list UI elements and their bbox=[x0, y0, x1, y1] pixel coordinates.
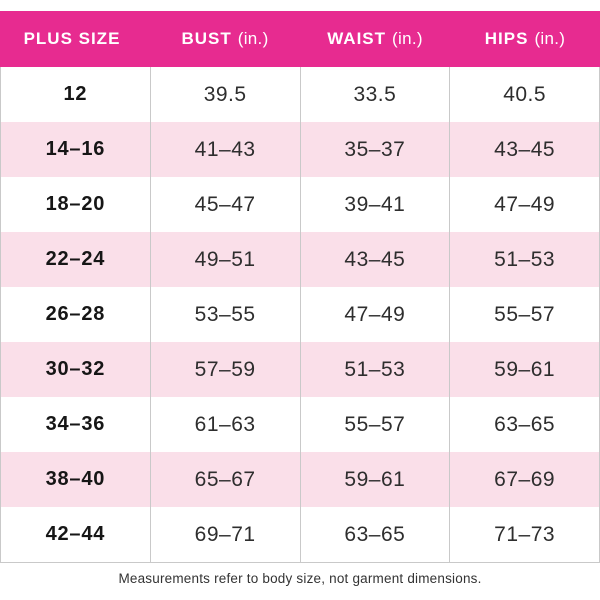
column-header-unit: (in.) bbox=[534, 29, 566, 48]
column-header-bust: BUST (in.) bbox=[150, 11, 300, 67]
size-cell: 12 bbox=[63, 83, 88, 105]
bust-value-cell: 57–59 bbox=[149, 342, 300, 397]
size-cell: 42–44 bbox=[45, 523, 106, 545]
waist-value-cell: 51–53 bbox=[299, 342, 450, 397]
hips-value-cell: 51–53 bbox=[449, 232, 599, 287]
column-header-unit: (in.) bbox=[237, 29, 269, 48]
table-row: 12 39.5 33.5 40.5 bbox=[1, 67, 599, 122]
waist-value-cell: 59–61 bbox=[299, 452, 450, 507]
table-body: 12 39.5 33.5 40.5 14–16 41–43 35–37 43–4… bbox=[0, 67, 600, 563]
table-row: 26–28 53–55 47–49 55–57 bbox=[1, 287, 599, 342]
waist-value-cell: 39–41 bbox=[299, 177, 450, 232]
hips-value-cell: 59–61 bbox=[449, 342, 599, 397]
hips-value-cell: 71–73 bbox=[449, 507, 599, 562]
column-header-label: BUST bbox=[181, 29, 232, 48]
column-header-label: PLUS SIZE bbox=[23, 29, 121, 48]
column-header-hips: HIPS (in.) bbox=[450, 11, 600, 67]
bust-value-cell: 61–63 bbox=[149, 397, 300, 452]
table-row: 18–20 45–47 39–41 47–49 bbox=[1, 177, 599, 232]
table-header: PLUS SIZE BUST (in.) WAIST (in.) HIPS (in.) bbox=[0, 11, 600, 67]
bust-value-cell: 39.5 bbox=[149, 67, 300, 122]
hips-value-cell: 47–49 bbox=[449, 177, 599, 232]
column-header-plus-size: PLUS SIZE bbox=[0, 11, 150, 67]
bust-value-cell: 69–71 bbox=[149, 507, 300, 562]
table-row: 30–32 57–59 51–53 59–61 bbox=[1, 342, 599, 397]
waist-value-cell: 43–45 bbox=[299, 232, 450, 287]
hips-value-cell: 67–69 bbox=[449, 452, 599, 507]
size-cell: 18–20 bbox=[45, 193, 106, 215]
hips-value-cell: 63–65 bbox=[449, 397, 599, 452]
size-cell: 34–36 bbox=[45, 413, 106, 435]
waist-value-cell: 33.5 bbox=[299, 67, 450, 122]
column-header-waist: WAIST (in.) bbox=[300, 11, 450, 67]
footer-note: Measurements refer to body size, not gar… bbox=[118, 571, 482, 586]
bust-value-cell: 53–55 bbox=[149, 287, 300, 342]
hips-value-cell: 43–45 bbox=[449, 122, 599, 177]
table-row: 14–16 41–43 35–37 43–45 bbox=[1, 122, 599, 177]
waist-value-cell: 63–65 bbox=[299, 507, 450, 562]
hips-value-cell: 40.5 bbox=[449, 67, 599, 122]
waist-value-cell: 47–49 bbox=[299, 287, 450, 342]
bust-value-cell: 49–51 bbox=[149, 232, 300, 287]
column-header-unit: (in.) bbox=[392, 29, 423, 48]
hips-value-cell: 55–57 bbox=[449, 287, 599, 342]
bust-value-cell: 41–43 bbox=[149, 122, 300, 177]
table-row: 34–36 61–63 55–57 63–65 bbox=[1, 397, 599, 452]
size-cell: 22–24 bbox=[45, 248, 106, 270]
waist-value-cell: 55–57 bbox=[299, 397, 450, 452]
table-row: 22–24 49–51 43–45 51–53 bbox=[1, 232, 599, 287]
column-header-label: WAIST bbox=[327, 29, 387, 48]
size-cell: 30–32 bbox=[45, 358, 106, 380]
table-row: 38–40 65–67 59–61 67–69 bbox=[1, 452, 599, 507]
size-cell: 14–16 bbox=[45, 138, 106, 160]
size-cell: 26–28 bbox=[45, 303, 106, 325]
bust-value-cell: 45–47 bbox=[149, 177, 300, 232]
table-row: 42–44 69–71 63–65 71–73 bbox=[1, 507, 599, 562]
bust-value-cell: 65–67 bbox=[149, 452, 300, 507]
column-header-label: HIPS bbox=[484, 29, 529, 48]
size-cell: 38–40 bbox=[45, 468, 106, 490]
waist-value-cell: 35–37 bbox=[299, 122, 450, 177]
